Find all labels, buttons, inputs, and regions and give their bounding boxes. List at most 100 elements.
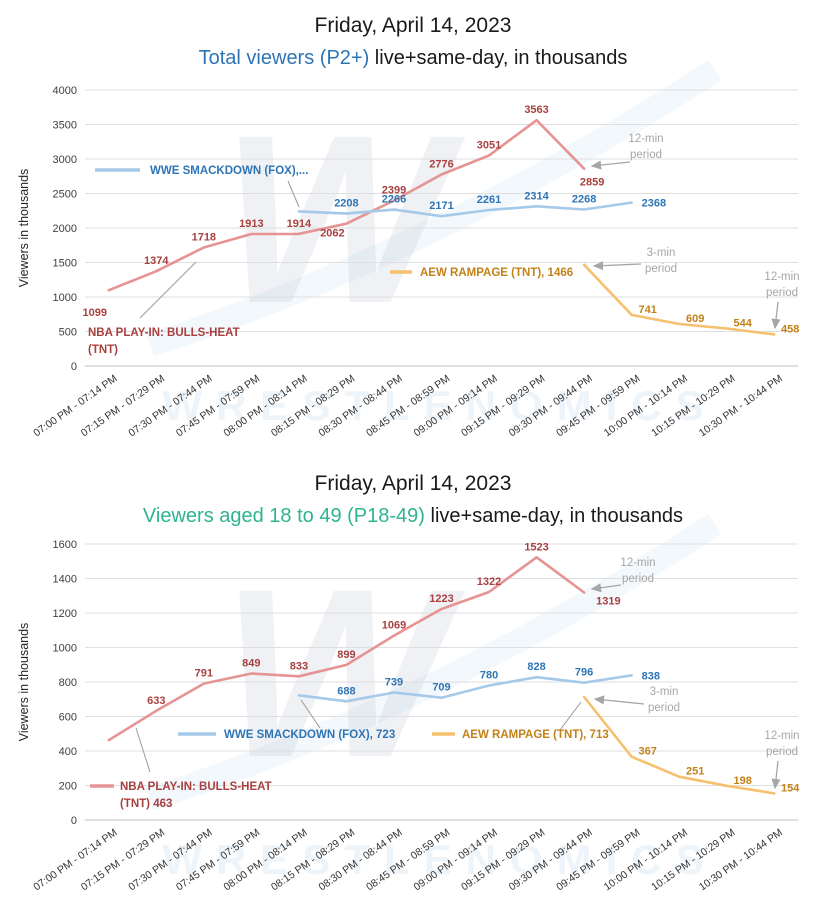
chart-title: Friday, April 14, 2023 (315, 472, 512, 495)
y-tick-label: 0 (71, 815, 77, 827)
x-tick-label: 07:15 PM - 07:29 PM (79, 373, 167, 440)
y-tick-label: 0 (71, 361, 77, 373)
data-label: 780 (480, 669, 498, 681)
y-tick-label: 1500 (53, 258, 77, 270)
annotation-arrow-icon (590, 583, 622, 593)
annotation-text: 3-min (647, 247, 676, 259)
y-tick-label: 200 (59, 781, 77, 793)
y-tick-label: 800 (59, 677, 77, 689)
chart-subtitle-highlight: Viewers aged 18 to 49 (P18-49) (143, 505, 425, 527)
annotation-arrow-icon (771, 760, 781, 790)
data-label: 2261 (477, 194, 501, 206)
period-annotation: 12-min period (590, 133, 664, 170)
annotation-text: period (622, 573, 654, 585)
y-tick-label: 4000 (53, 85, 77, 97)
annotation-text: 3-min (650, 686, 679, 698)
chart-viewers-18-49: Friday, April 14, 2023 Viewers aged 18 t… (0, 454, 820, 908)
data-label: 791 (195, 668, 213, 680)
data-label: 833 (290, 660, 308, 672)
data-label: 741 (638, 304, 656, 316)
data-label: 2268 (572, 194, 596, 206)
data-label: 1069 (382, 620, 406, 632)
annotation-text: period (645, 263, 677, 275)
watermark: W WRESTLENOMICS (146, 59, 722, 429)
series-legend-label: AEW RAMPAGE (TNT), 1466 (420, 267, 573, 279)
data-label: 2208 (334, 198, 358, 210)
series-legend-label: NBA PLAY-IN: BULLS-HEAT (88, 327, 240, 339)
data-label: 251 (686, 766, 704, 778)
data-label: 796 (575, 667, 593, 679)
data-label: 198 (734, 775, 752, 787)
series-line-wwe-smackdown-fox (297, 201, 633, 218)
data-label: 2171 (429, 200, 453, 212)
chart-viewers-18-49-svg: Friday, April 14, 2023 Viewers aged 18 t… (17, 472, 800, 894)
data-label: 609 (686, 313, 704, 325)
series-nba-play-in-bulls-heat-tnt: 1099 1374 1718 1913 1914 2062 2399 2776 3051 3563… (83, 104, 605, 356)
chart-subtitle-rest: live+same-day, in thousands (425, 505, 683, 527)
y-axis-title: Viewers in thousands (17, 623, 31, 742)
y-tick-label: 1200 (53, 608, 77, 620)
legend-callout-line (287, 180, 300, 208)
data-label: 458 (781, 323, 799, 335)
data-label: 1523 (524, 541, 548, 553)
y-tick-label: 3500 (53, 120, 77, 132)
data-label: 2776 (429, 158, 453, 170)
legend-callout-line (300, 699, 321, 729)
y-tick-label: 500 (59, 327, 77, 339)
annotation-text: period (766, 746, 798, 758)
data-label: 2266 (382, 194, 406, 206)
data-label: 2399 (382, 184, 406, 196)
y-tick-label: 1000 (53, 643, 77, 655)
series-legend-label: WWE SMACKDOWN (FOX),... (150, 165, 308, 177)
chart-subtitle: Viewers aged 18 to 49 (P18-49) live+same… (143, 505, 683, 527)
x-tick-label: 07:00 PM - 07:14 PM (31, 827, 119, 894)
period-annotation: 3-min period (593, 686, 680, 714)
watermark-swoosh-icon (146, 59, 722, 357)
data-label: 739 (385, 677, 403, 689)
period-annotation: 12-min period (590, 557, 656, 593)
data-label: 3051 (477, 139, 501, 151)
data-label: 544 (734, 317, 753, 329)
annotation-text: 12-min (764, 271, 799, 283)
annotation-text: period (648, 702, 680, 714)
data-label: 154 (781, 782, 800, 794)
series-wwe-smackdown-fox: 2208 2266 2171 2261 2314 2268 2368 WWE SMACKDOW… (95, 165, 666, 218)
data-label: 899 (337, 649, 355, 661)
x-tick-label: 07:15 PM - 07:29 PM (79, 827, 167, 894)
series-nba-play-in-bulls-heat-tnt: 633 791 849 833 899 1069 1223 1322 1523 1319 NBA P… (90, 541, 621, 810)
watermark-letter-icon: W (222, 85, 466, 353)
series-legend-label: WWE SMACKDOWN (FOX), 723 (224, 729, 395, 741)
gridlines: 0 200 400 600 800 1000 1200 1400 1600 (53, 539, 798, 827)
chart-title: Friday, April 14, 2023 (315, 14, 512, 37)
series-line-nba-play-in-bulls-heat-tnt (107, 556, 586, 742)
y-tick-label: 600 (59, 712, 77, 724)
data-label: 1099 (83, 307, 107, 319)
plot-area: W WRESTLENOMICS 0 500 1000 1500 2000 2500 3000 35… (31, 59, 800, 440)
watermark-text: WRESTLENOMICS (162, 382, 717, 429)
data-label: 2368 (642, 198, 666, 210)
chart-subtitle-rest: live+same-day, in thousands (369, 47, 627, 69)
series-wwe-smackdown-fox: 688 739 709 780 828 796 838 WWE SMACKDOWN (FOX)… (178, 661, 660, 741)
data-label: 633 (147, 695, 165, 707)
y-axis-title: Viewers in thousands (17, 169, 31, 288)
y-tick-label: 2000 (53, 223, 77, 235)
data-label: 1322 (477, 576, 501, 588)
data-label: 849 (242, 658, 260, 670)
series-line-nba-play-in-bulls-heat-tnt (107, 118, 586, 292)
watermark-swoosh-icon (146, 513, 722, 811)
data-label: 1374 (144, 255, 169, 267)
data-label: 1319 (596, 595, 620, 607)
annotation-arrow-icon (592, 261, 642, 271)
period-annotation: 3-min period (592, 247, 677, 275)
chart-total-viewers-svg: Friday, April 14, 2023 Total viewers (P2… (17, 14, 800, 440)
legend-callout-line (139, 261, 197, 319)
series-legend-label: (TNT) (88, 344, 118, 356)
annotation-text: 12-min (620, 557, 655, 569)
data-label: 838 (642, 670, 660, 682)
y-tick-label: 2500 (53, 189, 77, 201)
annotation-arrow-icon (590, 160, 631, 170)
annotation-text: period (766, 287, 798, 299)
y-tick-label: 1400 (53, 574, 77, 586)
data-label: 1718 (192, 231, 216, 243)
series-legend-label: NBA PLAY-IN: BULLS-HEAT (120, 781, 272, 793)
